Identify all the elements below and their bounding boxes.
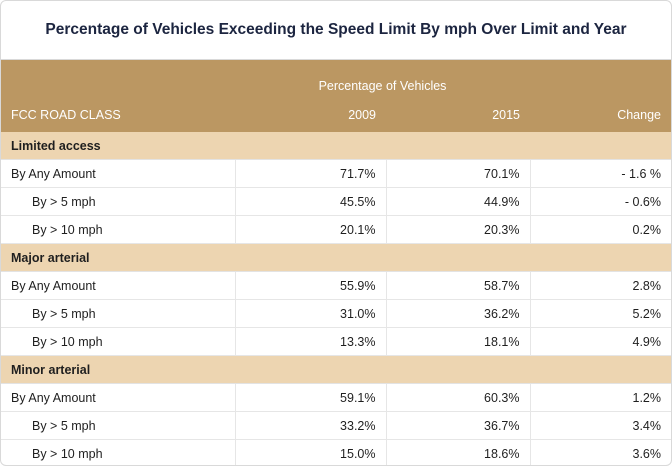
cell-change: - 0.6% — [530, 187, 671, 216]
row-label: By > 10 mph — [1, 327, 236, 356]
table-row: By > 5 mph 33.2% 36.7% 3.4% — [1, 411, 671, 440]
speed-table: Percentage of Vehicles FCC ROAD CLASS 20… — [1, 60, 671, 465]
header-group-row: Percentage of Vehicles — [1, 60, 671, 97]
table-row: By Any Amount 59.1% 60.3% 1.2% — [1, 383, 671, 412]
header-columns-row: FCC ROAD CLASS 2009 2015 Change — [1, 97, 671, 132]
cell-2015: 36.2% — [386, 299, 531, 328]
cell-2015: 58.7% — [386, 271, 531, 300]
cell-change: 0.2% — [530, 215, 671, 244]
row-label: By Any Amount — [1, 271, 236, 300]
cell-2015: 18.1% — [386, 327, 531, 356]
column-header-2009: 2009 — [235, 97, 386, 132]
group-row: Limited access — [1, 132, 671, 160]
cell-2015: 36.7% — [386, 411, 531, 440]
cell-2009: 45.5% — [235, 187, 387, 216]
cell-2015: 60.3% — [386, 383, 531, 412]
column-header-road-class: FCC ROAD CLASS — [1, 97, 235, 132]
cell-2009: 55.9% — [235, 271, 387, 300]
cell-change: 2.8% — [530, 271, 671, 300]
header-empty-cell — [1, 60, 235, 97]
column-header-2015: 2015 — [386, 97, 530, 132]
cell-change: 3.4% — [530, 411, 671, 440]
cell-2009: 33.2% — [235, 411, 387, 440]
group-row: Minor arterial — [1, 355, 671, 384]
cell-2009: 71.7% — [235, 159, 387, 188]
group-label: Major arterial — [1, 243, 671, 272]
table-body: Limited access By Any Amount 71.7% 70.1% - 1… — [1, 132, 671, 465]
row-label: By Any Amount — [1, 159, 236, 188]
group-row: Major arterial — [1, 243, 671, 272]
cell-2009: 15.0% — [235, 439, 387, 465]
cell-2009: 20.1% — [235, 215, 387, 244]
cell-change: 5.2% — [530, 299, 671, 328]
table-row: By > 10 mph 15.0% 18.6% 3.6% — [1, 439, 671, 465]
cell-2015: 20.3% — [386, 215, 531, 244]
group-label: Minor arterial — [1, 355, 671, 384]
table-row: By > 5 mph 31.0% 36.2% 5.2% — [1, 299, 671, 328]
header-group-label: Percentage of Vehicles — [235, 60, 530, 97]
cell-2015: 18.6% — [386, 439, 531, 465]
cell-change: 4.9% — [530, 327, 671, 356]
cell-change: - 1.6 % — [530, 159, 671, 188]
cell-2015: 44.9% — [386, 187, 531, 216]
cell-2009: 31.0% — [235, 299, 387, 328]
row-label: By > 5 mph — [1, 187, 236, 216]
cell-change: 1.2% — [530, 383, 671, 412]
cell-2015: 70.1% — [386, 159, 531, 188]
cell-2009: 13.3% — [235, 327, 387, 356]
table-row: By Any Amount 71.7% 70.1% - 1.6 % — [1, 159, 671, 188]
row-label: By > 10 mph — [1, 439, 236, 465]
table-row: By > 5 mph 45.5% 44.9% - 0.6% — [1, 187, 671, 216]
row-label: By > 5 mph — [1, 299, 236, 328]
row-label: By Any Amount — [1, 383, 236, 412]
cell-change: 3.6% — [530, 439, 671, 465]
table-row: By > 10 mph 13.3% 18.1% 4.9% — [1, 327, 671, 356]
table-row: By Any Amount 55.9% 58.7% 2.8% — [1, 271, 671, 300]
table-title: Percentage of Vehicles Exceeding the Spe… — [1, 1, 671, 60]
row-label: By > 5 mph — [1, 411, 236, 440]
column-header-change: Change — [530, 97, 671, 132]
group-label: Limited access — [1, 132, 671, 160]
row-label: By > 10 mph — [1, 215, 236, 244]
cell-2009: 59.1% — [235, 383, 387, 412]
header-empty-cell — [530, 60, 671, 97]
table-row: By > 10 mph 20.1% 20.3% 0.2% — [1, 215, 671, 244]
